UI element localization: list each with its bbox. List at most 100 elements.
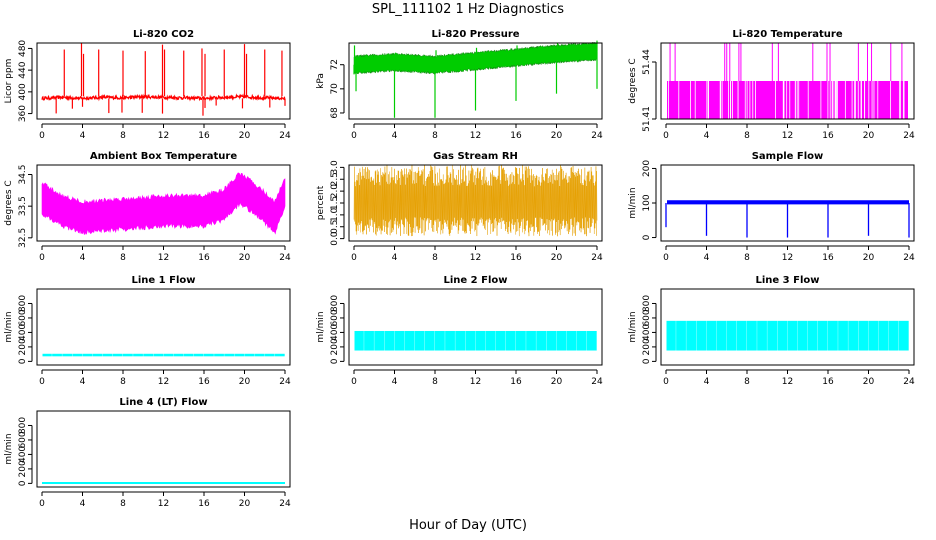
y-axis-label: Licor ppm	[4, 59, 14, 104]
x-tick-label: 24	[903, 131, 915, 141]
y-tick-label: 0	[642, 358, 652, 364]
series-band	[777, 320, 788, 351]
x-tick-label: 20	[239, 131, 251, 141]
x-tick-label: 0	[39, 253, 45, 263]
series-band	[173, 353, 184, 357]
x-tick-label: 8	[120, 131, 126, 141]
x-tick-label: 12	[782, 131, 793, 141]
series-band	[898, 320, 909, 351]
x-tick-label: 20	[239, 253, 251, 263]
series-band	[204, 353, 214, 357]
x-tick-label: 8	[432, 377, 438, 387]
series-band	[676, 320, 686, 351]
x-tick-label: 16	[822, 253, 834, 263]
series-band	[214, 353, 224, 357]
x-tick-label: 12	[782, 377, 793, 387]
series-red	[41, 43, 286, 116]
series-line	[353, 165, 598, 237]
series-band	[62, 353, 73, 357]
plot-frame	[660, 288, 915, 366]
x-tick-label: 0	[351, 131, 357, 141]
series-band	[767, 320, 778, 351]
series-band	[354, 330, 364, 351]
y-tick-label: 1.0	[330, 207, 340, 222]
series-band	[264, 353, 275, 357]
series-band	[163, 353, 174, 357]
y-tick-label: 400	[330, 324, 340, 341]
series-band	[556, 330, 567, 351]
series-band	[566, 330, 577, 351]
series-band	[868, 320, 879, 351]
y-tick-label: 200	[330, 338, 340, 355]
y-tick-label: 2.0	[330, 184, 340, 199]
x-tick-label: 16	[198, 377, 210, 387]
series-band	[82, 353, 93, 357]
y-tick-label: 400	[642, 324, 652, 341]
x-tick-label: 24	[903, 377, 915, 387]
series-blue	[665, 200, 910, 238]
series-band	[586, 330, 597, 351]
series-band	[465, 330, 476, 351]
series-band	[183, 353, 194, 357]
series-band	[888, 320, 899, 351]
series-band	[516, 330, 526, 351]
x-tick-label: 16	[510, 253, 522, 263]
x-tick-label: 20	[239, 499, 251, 509]
series-cyan	[666, 320, 909, 351]
x-tick-label: 8	[120, 253, 126, 263]
series-band	[424, 330, 435, 351]
x-tick-label: 20	[863, 131, 875, 141]
y-tick-label: 100	[642, 194, 652, 211]
series-band	[364, 330, 374, 351]
x-tick-label: 4	[80, 131, 86, 141]
x-tick-label: 24	[591, 377, 603, 387]
y-tick-label: 600	[18, 431, 28, 448]
x-tick-label: 8	[744, 377, 750, 387]
panel-3: Li-820 Temperature degrees C 0 4 8 12 16 20 24 51…	[628, 29, 915, 141]
y-tick-label: 600	[18, 309, 28, 326]
x-tick-label: 16	[822, 377, 834, 387]
series-band	[807, 320, 818, 351]
x-tick-label: 16	[822, 131, 834, 141]
y-axis-label: ml/min	[4, 433, 14, 464]
series-band	[526, 330, 536, 351]
series-band	[878, 320, 889, 351]
panel-10: Line 4 (LT) Flow ml/min 0 4 8 12 16 20 24 0 200400…	[4, 397, 291, 509]
y-tick-label: 800	[18, 295, 28, 312]
y-tick-label: 33.5	[18, 196, 28, 216]
x-tick-label: 4	[704, 131, 710, 141]
panel-5: Gas Stream RH percent 0 4 8 12 16 20 24 0.00.51.0…	[316, 151, 603, 263]
plot-frame	[36, 410, 291, 488]
figure-x-axis-label: Hour of Day (UTC)	[409, 518, 527, 533]
y-tick-label: 0	[18, 358, 28, 364]
panel-title: Li-820 Temperature	[732, 29, 842, 40]
x-tick-label: 12	[470, 377, 481, 387]
x-tick-label: 16	[510, 377, 522, 387]
series-band	[254, 353, 265, 357]
x-tick-label: 4	[392, 131, 398, 141]
x-tick-label: 8	[120, 499, 126, 509]
x-tick-label: 20	[551, 253, 563, 263]
x-tick-label: 24	[903, 253, 915, 263]
series-line	[41, 93, 286, 102]
x-tick-label: 24	[279, 253, 291, 263]
y-tick-label: 34.5	[18, 164, 28, 184]
series-band	[123, 353, 133, 357]
y-tick-label: 200	[642, 338, 652, 355]
y-tick-label: 68	[330, 107, 340, 119]
plot-frame	[660, 42, 915, 120]
series-band	[445, 330, 455, 351]
series-band	[384, 330, 395, 351]
y-tick-label: 600	[330, 309, 340, 326]
series-cyan	[354, 330, 597, 351]
panel-1: Li-820 CO2 Licor ppm 0 4 8 12 16 20 24 360 400 440 4…	[4, 29, 291, 141]
series-band	[848, 320, 859, 351]
y-tick-label: 70	[330, 83, 340, 95]
y-axis-label: degrees C	[628, 58, 638, 103]
x-tick-label: 12	[158, 131, 169, 141]
x-tick-label: 4	[392, 377, 398, 387]
series-band	[475, 330, 486, 351]
panel-7: Line 1 Flow ml/min 0 4 8 12 16 20 24 0 20040060080…	[4, 275, 291, 387]
x-tick-label: 4	[392, 253, 398, 263]
panel-2: Li-820 Pressure kPa 0 4 8 12 16 20 24 68 70 72	[316, 29, 603, 141]
